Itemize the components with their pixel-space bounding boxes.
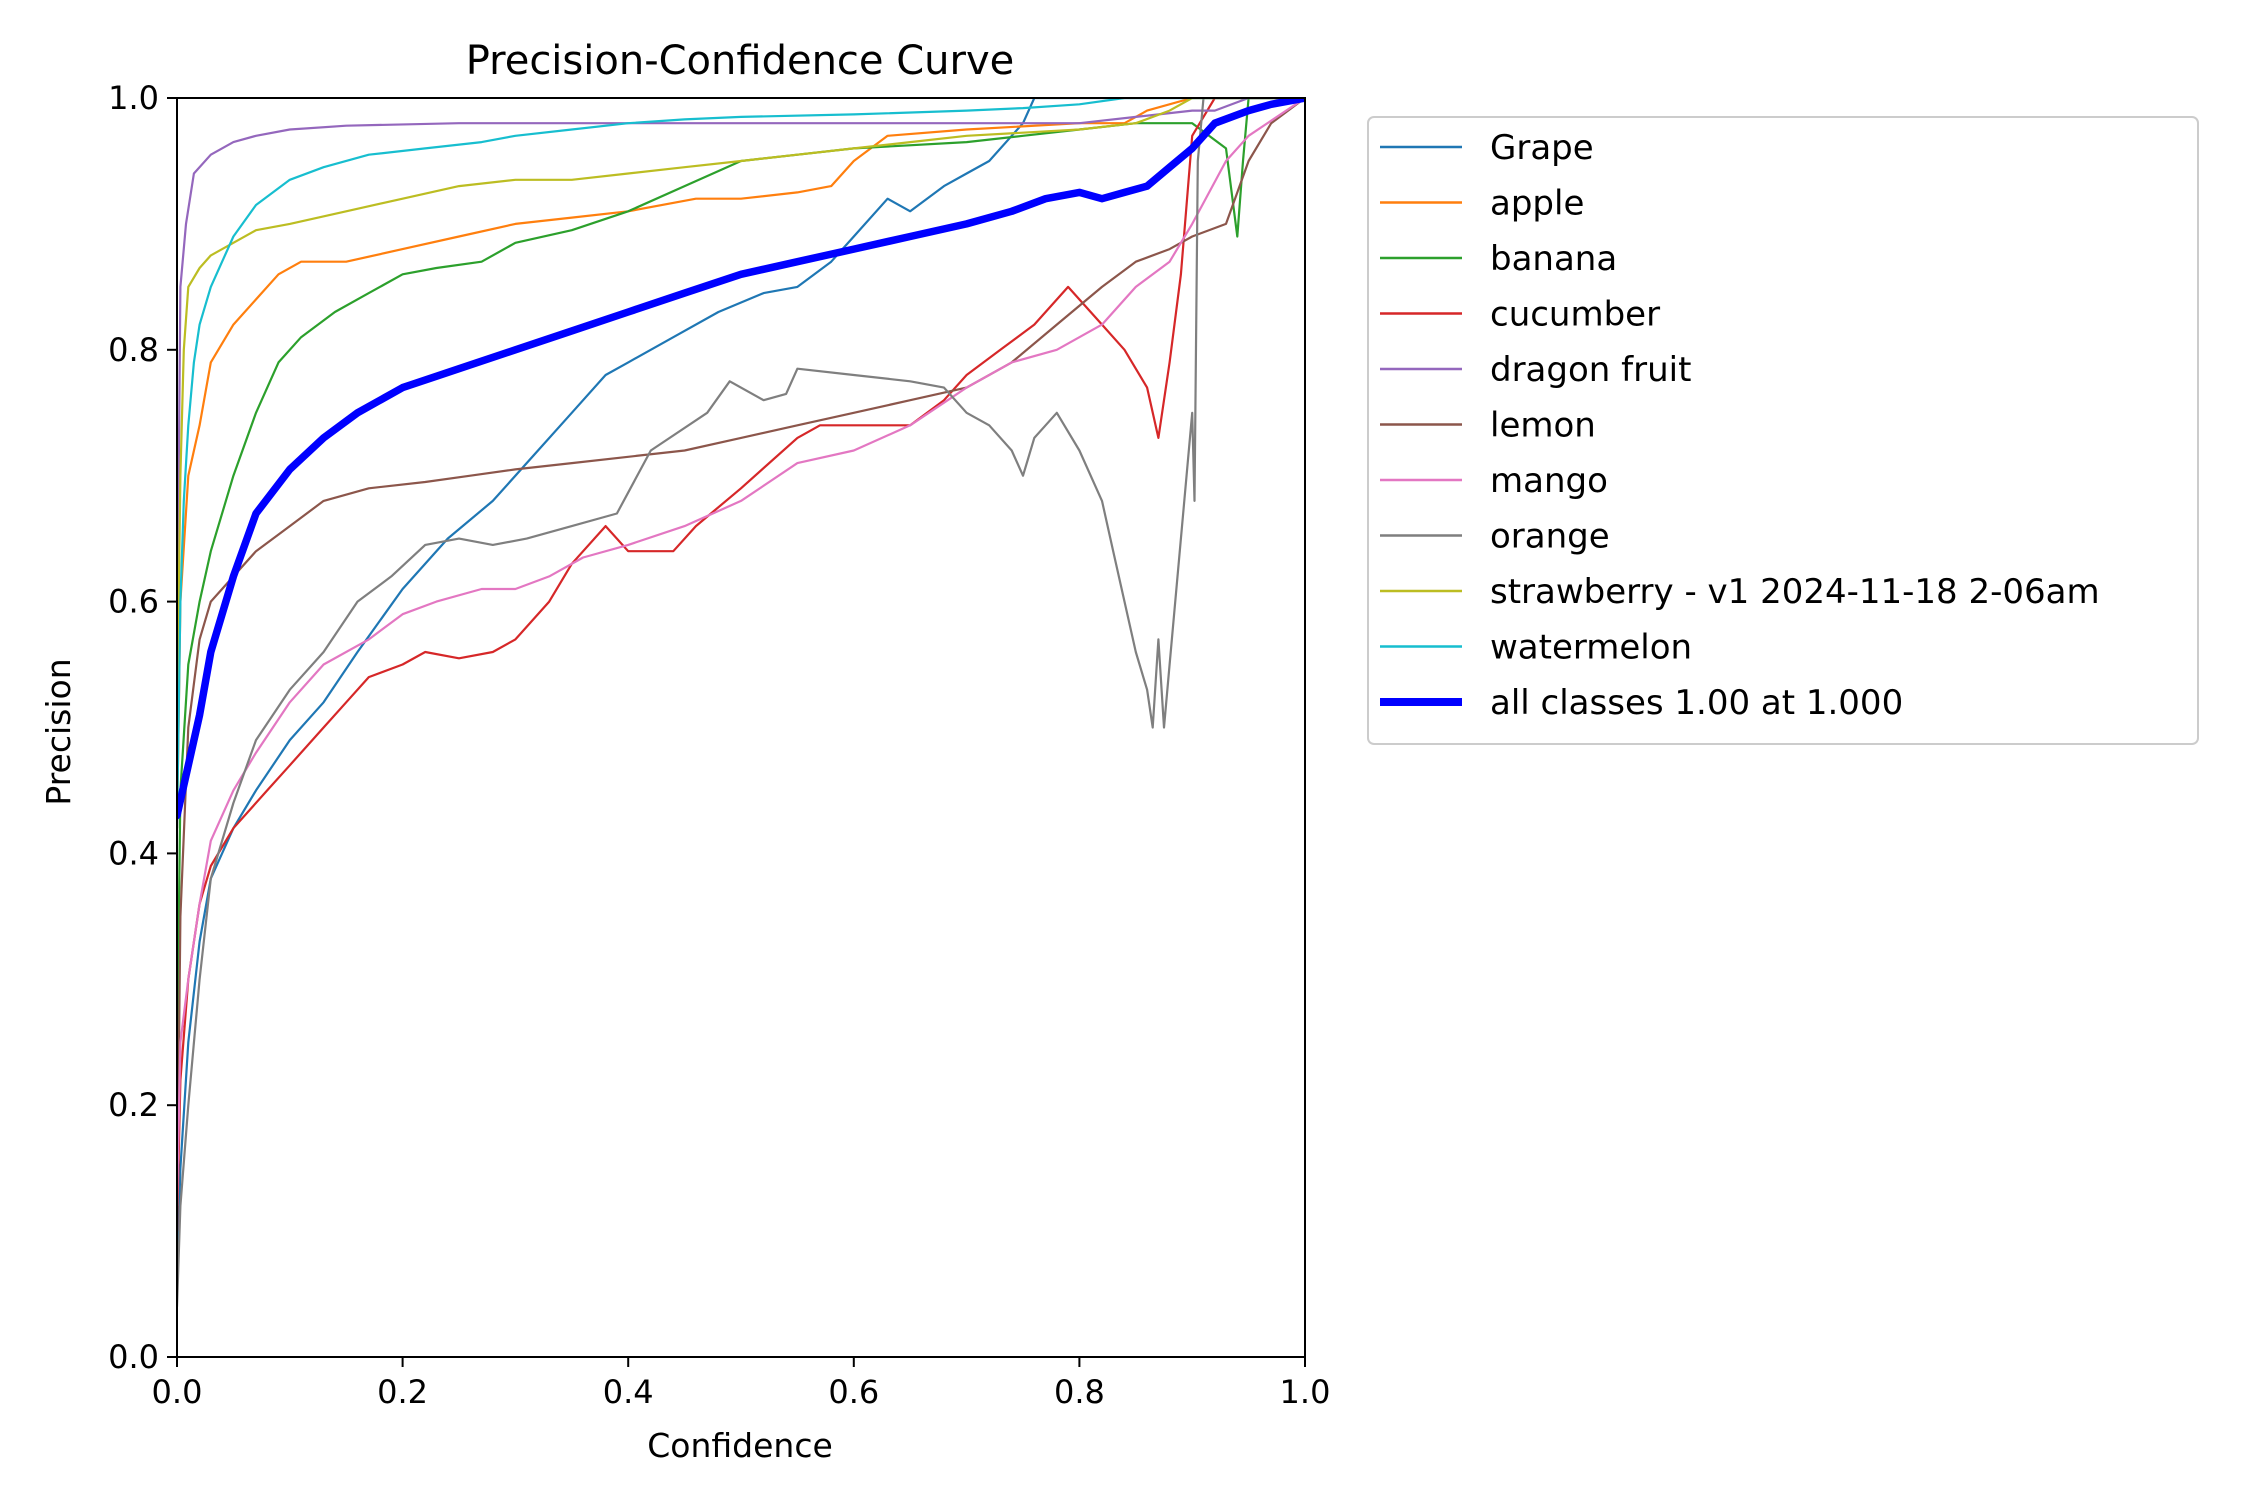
legend-box [1367,116,2199,745]
x-tick-label-2: 0.4 [603,1373,654,1411]
series-line-4 [177,98,1305,666]
series-line-1 [177,98,1305,830]
y-axis-label: Precision [39,658,78,805]
legend: Grape apple banana cucumber dragon fruit lemo… [1367,116,2199,745]
legend-label-3: cucumber [1490,295,1660,335]
y-tick-label-5: 1.0 [108,79,159,117]
legend-label-5: lemon [1490,406,1596,446]
plot-frame [176,97,1306,1358]
legend-label-7: orange [1490,517,1610,557]
series-line-7 [177,98,1305,1308]
y-tick-label-3: 0.6 [108,583,159,621]
legend-label-1: apple [1490,184,1584,224]
series-line-5 [177,98,1305,1233]
y-tick-label-4: 0.8 [108,331,159,369]
chart-title: Precision-Confidence Curve [466,38,1015,84]
series-line-9 [177,98,1305,830]
plot-area [176,97,1306,1358]
x-tick-label-5: 1.0 [1280,1373,1331,1411]
y-tick-label-2: 0.4 [108,834,159,872]
x-axis-ticks: 0.0 0.2 0.4 0.6 0.8 1.0 [152,1357,1331,1411]
x-tick-label-4: 0.8 [1054,1373,1105,1411]
legend-label-4: dragon fruit [1490,350,1691,390]
series-line-0 [177,98,1305,1283]
y-axis-ticks: 0.0 0.2 0.4 0.6 0.8 1.0 [108,79,177,1376]
series-line-10 [177,98,1305,820]
x-axis-label: Confidence [647,1426,833,1465]
y-tick-label-1: 0.2 [108,1086,159,1124]
x-tick-label-0: 0.0 [152,1373,203,1411]
legend-label-0: Grape [1490,128,1594,168]
legend-label-2: banana [1490,239,1617,279]
legend-label-10: all classes 1.00 at 1.000 [1490,683,1903,723]
series-line-3 [177,98,1305,1233]
series-line-2 [177,98,1305,1069]
legend-label-8: strawberry - v1 2024-11-18 2-06am [1490,572,2100,612]
x-tick-label-3: 0.6 [828,1373,879,1411]
legend-label-6: mango [1490,461,1608,501]
series-line-8 [177,98,1305,729]
x-tick-label-1: 0.2 [377,1373,428,1411]
series-line-6 [177,98,1305,1208]
legend-label-9: watermelon [1490,628,1692,668]
y-tick-label-0: 0.0 [108,1338,159,1376]
